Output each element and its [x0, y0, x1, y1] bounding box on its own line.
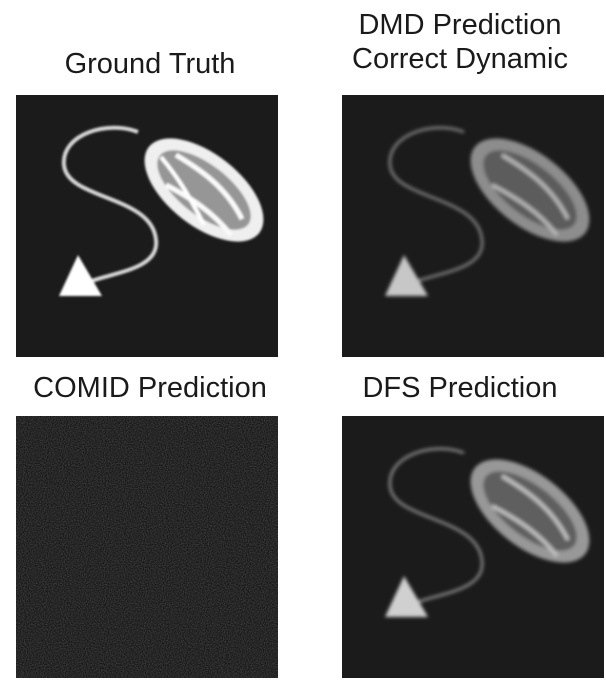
panel-title: Ground Truth [64, 48, 236, 80]
noise-field [16, 416, 278, 678]
dmd-prediction-image [342, 95, 604, 357]
panel-title: DFS Prediction [362, 372, 558, 404]
ground-truth-image [16, 95, 278, 357]
organism-figure-clean [16, 95, 278, 357]
panel-title: DMD Prediction Correct Dynamic [352, 9, 568, 75]
organism-figure-soft [342, 416, 604, 678]
organism-figure-soft [342, 95, 604, 357]
dfs-prediction-image [342, 416, 604, 678]
panel-title: COMID Prediction [33, 372, 267, 404]
comid-prediction-image [16, 416, 278, 678]
